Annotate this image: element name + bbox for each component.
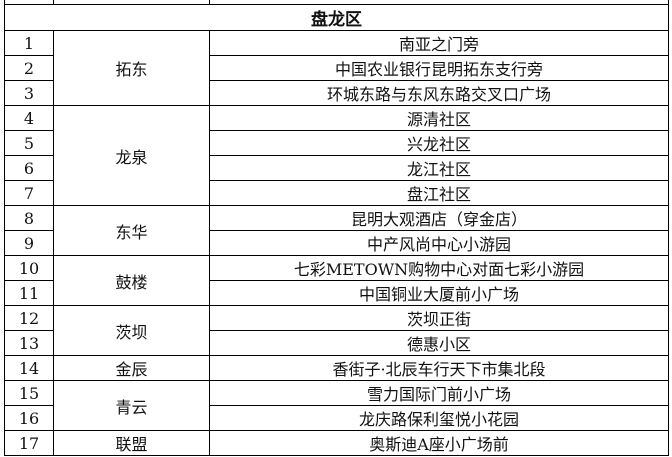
- table-row: 2 中国农业银行昆明拓东支行旁: [4, 55, 669, 81]
- table-row: 9 中产风尚中心小游园: [4, 230, 669, 256]
- location-name[interactable]: 茨坝正街: [209, 305, 669, 331]
- table-row: 5 兴龙社区: [4, 130, 669, 156]
- location-name[interactable]: 龙江社区: [209, 155, 669, 181]
- table-row: 14 金辰 香街子·北辰车行天下市集北段: [4, 355, 669, 381]
- table-row: 15 青云 雪力国际门前小广场: [4, 380, 669, 431]
- row-number[interactable]: 6: [4, 155, 54, 181]
- row-number[interactable]: 4: [4, 105, 54, 131]
- row-number[interactable]: 10: [4, 255, 54, 281]
- table-row: 11 中国铜业大厦前小广场: [4, 280, 669, 306]
- location-name[interactable]: 中产风尚中心小游园: [209, 230, 669, 256]
- location-name[interactable]: 昆明大观酒店（穿金店）: [209, 205, 669, 231]
- row-number[interactable]: 12: [4, 305, 54, 331]
- location-name[interactable]: 中国铜业大厦前小广场: [209, 280, 669, 306]
- street-name[interactable]: 鼓楼: [53, 255, 210, 306]
- location-name[interactable]: 中国农业银行昆明拓东支行旁: [209, 55, 669, 81]
- table-row: 4 龙泉 源清社区: [4, 105, 669, 206]
- location-name[interactable]: 盘江社区: [209, 180, 669, 206]
- location-name[interactable]: 奥斯迪A座小广场前: [209, 430, 669, 456]
- location-name[interactable]: 兴龙社区: [209, 130, 669, 156]
- location-name[interactable]: 七彩METOWN购物中心对面七彩小游园: [209, 255, 669, 281]
- row-number[interactable]: 11: [4, 280, 54, 306]
- row-number[interactable]: 7: [4, 180, 54, 206]
- location-name[interactable]: 龙庆路保利玺悦小花园: [209, 405, 669, 431]
- location-table: 盘龙区 1 拓东 南亚之门旁 2 中国农业银行昆明拓东支行旁 3 环城东路与东风东路交叉口广…: [4, 0, 669, 456]
- table-row: 8 东华 昆明大观酒店（穿金店）: [4, 205, 669, 256]
- table-row: 16 龙庆路保利玺悦小花园: [4, 405, 669, 431]
- location-name[interactable]: 源清社区: [209, 105, 669, 131]
- row-number[interactable]: 16: [4, 405, 54, 431]
- street-name[interactable]: 茨坝: [53, 305, 210, 356]
- location-name[interactable]: 环城东路与东风东路交叉口广场: [209, 80, 669, 106]
- location-name[interactable]: 雪力国际门前小广场: [209, 380, 669, 406]
- row-number[interactable]: 14: [4, 355, 54, 381]
- row-number[interactable]: 9: [4, 230, 54, 256]
- row-number[interactable]: 8: [4, 205, 54, 231]
- street-name[interactable]: 联盟: [53, 430, 210, 456]
- section-title[interactable]: 盘龙区: [4, 4, 669, 31]
- row-number[interactable]: 15: [4, 380, 54, 406]
- location-name[interactable]: 香街子·北辰车行天下市集北段: [209, 355, 669, 381]
- section-header-row: 盘龙区: [4, 4, 669, 31]
- table-row: 12 茨坝 茨坝正街: [4, 305, 669, 356]
- row-number[interactable]: 2: [4, 55, 54, 81]
- spreadsheet: 盘龙区 1 拓东 南亚之门旁 2 中国农业银行昆明拓东支行旁 3 环城东路与东风东路交叉口广…: [4, 0, 669, 456]
- row-number[interactable]: 17: [4, 430, 54, 456]
- row-number[interactable]: 5: [4, 130, 54, 156]
- row-number[interactable]: 3: [4, 80, 54, 106]
- table-row: 6 龙江社区: [4, 155, 669, 181]
- location-name[interactable]: 南亚之门旁: [209, 30, 669, 56]
- street-name[interactable]: 拓东: [53, 30, 210, 106]
- street-name[interactable]: 龙泉: [53, 105, 210, 206]
- street-name[interactable]: 金辰: [53, 355, 210, 381]
- row-number[interactable]: 1: [4, 30, 54, 56]
- row-number[interactable]: 13: [4, 330, 54, 356]
- table-row: 13 德惠小区: [4, 330, 669, 356]
- table-row: 17 联盟 奥斯迪A座小广场前: [4, 430, 669, 456]
- street-name[interactable]: 东华: [53, 205, 210, 256]
- table-row: 1 拓东 南亚之门旁: [4, 30, 669, 106]
- location-name[interactable]: 德惠小区: [209, 330, 669, 356]
- table-row: 10 鼓楼 七彩METOWN购物中心对面七彩小游园: [4, 255, 669, 306]
- street-name[interactable]: 青云: [53, 380, 210, 431]
